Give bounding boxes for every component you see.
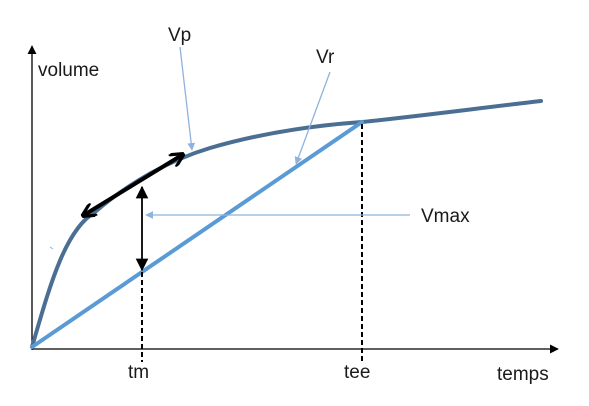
vmax-label: Vmax (421, 206, 470, 227)
x-axis-label: temps (497, 364, 549, 385)
tangent-double-arrow (84, 155, 182, 215)
stray-mark (49, 246, 54, 250)
vp-label: Vp (168, 25, 191, 46)
vp-curve (30, 99, 543, 349)
vr-line (30, 120, 364, 349)
tm-tick-label: tm (128, 362, 149, 383)
vp-pointer (179, 46, 196, 151)
vr-pointer (294, 71, 331, 165)
vr-label: Vr (316, 47, 335, 68)
tee-tick-label: tee (344, 362, 370, 383)
y-axis-label: volume (38, 60, 99, 81)
